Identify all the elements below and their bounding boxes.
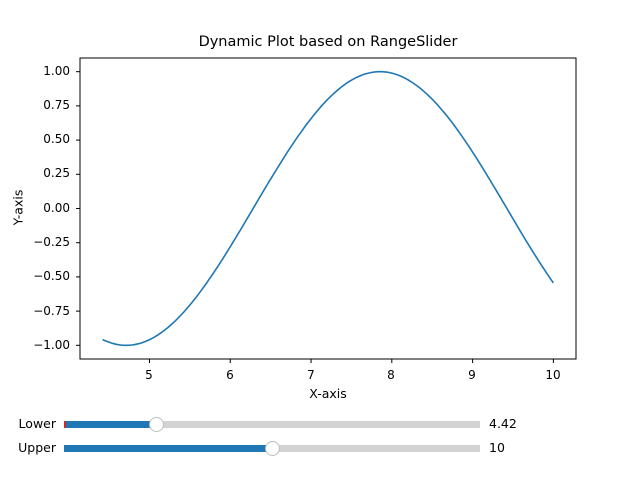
x-tick-label: 8 (387, 368, 395, 382)
y-tick-label: −0.50 (33, 269, 70, 283)
y-tick-label: −0.25 (33, 235, 70, 249)
x-tick-label: 6 (226, 368, 234, 382)
x-axis-label: X-axis (309, 386, 347, 401)
lower-slider-handle[interactable] (149, 417, 164, 432)
lower-slider-label: Lower (18, 416, 56, 431)
axes-frame (79, 57, 577, 360)
lower-slider-value: 4.42 (489, 416, 517, 431)
axis-ticks (76, 71, 554, 363)
y-tick-label: 0.75 (43, 98, 70, 112)
x-tick-label: 9 (468, 368, 476, 382)
y-tick-label: −1.00 (33, 338, 70, 352)
y-tick-label: 0.00 (43, 201, 70, 215)
y-axis-label: Y-axis (10, 189, 26, 226)
y-tick-label: −0.75 (33, 304, 70, 318)
upper-slider[interactable] (64, 441, 480, 456)
upper-slider-handle[interactable] (265, 441, 280, 456)
chart-title: Dynamic Plot based on RangeSlider (198, 34, 458, 50)
x-tick-label: 10 (545, 368, 561, 382)
x-tick-label: 5 (145, 368, 153, 382)
y-tick-label: 1.00 (43, 64, 70, 78)
lower-slider-initial-marker (64, 421, 66, 428)
upper-slider-value: 10 (489, 440, 505, 455)
lower-slider[interactable] (64, 417, 480, 432)
lower-slider-fill (64, 421, 156, 428)
upper-slider-label: Upper (18, 440, 56, 455)
x-tick-label: 7 (307, 368, 315, 382)
data-line (102, 70, 555, 347)
upper-slider-fill (64, 445, 272, 452)
y-tick-label: 0.25 (43, 166, 70, 180)
y-tick-label: 0.50 (43, 132, 70, 146)
